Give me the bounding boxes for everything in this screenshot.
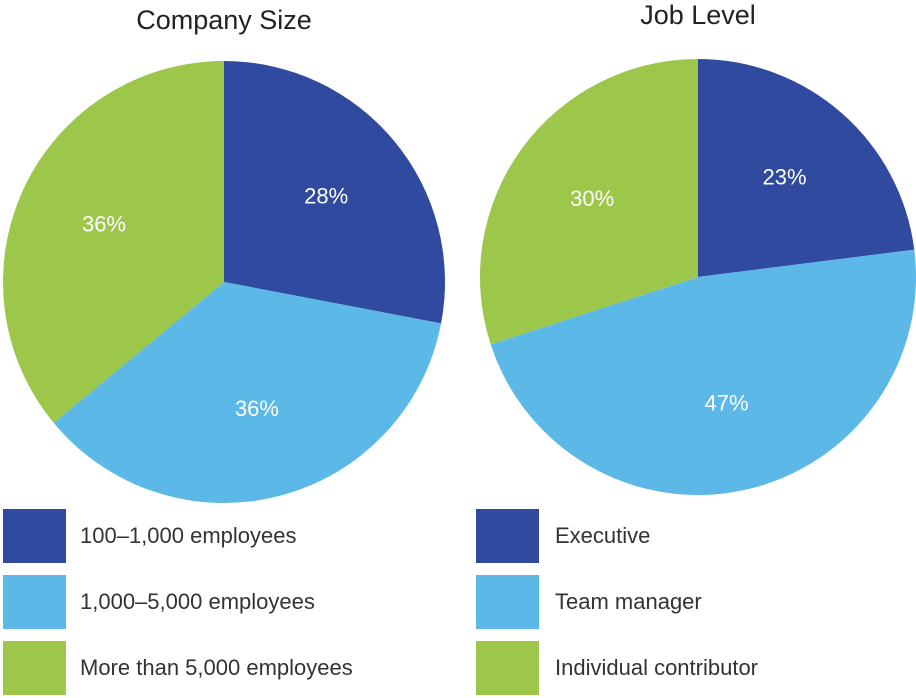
data-label: 36% [82,211,126,236]
data-label: 30% [570,186,614,211]
legend-label: 100–1,000 employees [80,523,297,548]
data-label: 28% [304,183,348,208]
legend-swatch [476,641,539,695]
pie-slice [3,61,225,423]
data-label: 23% [762,165,806,190]
data-label: 36% [235,396,279,421]
legend-label: Individual contributor [555,655,758,680]
pie-slice [224,61,445,324]
legend-swatch [3,575,66,629]
pie-slice [698,59,915,277]
chart-title: Company Size [136,5,312,35]
chart-title: Job Level [640,0,756,30]
pie-slice [53,282,442,503]
legend-swatch [3,641,66,695]
legend-swatch [476,509,539,563]
legend-label: Executive [555,523,650,548]
legend-swatch [3,509,66,563]
legend-label: More than 5,000 employees [80,655,353,680]
legend-label: Team manager [555,589,702,614]
data-label: 47% [705,390,749,415]
pie-slice [490,249,916,495]
legend-swatch [476,575,539,629]
pie-slice [479,59,698,345]
legend-label: 1,000–5,000 employees [80,589,315,614]
